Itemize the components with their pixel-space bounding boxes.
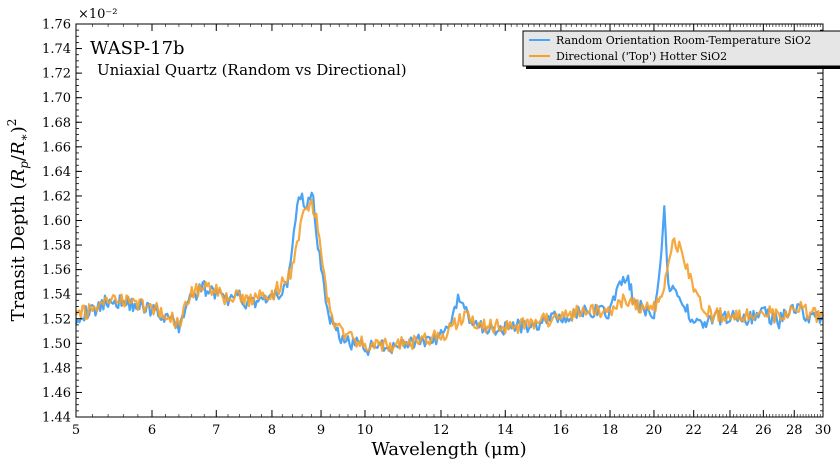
plot-frame <box>75 23 824 418</box>
y-label-slash: / <box>8 154 29 161</box>
y-label-prefix: Transit Depth ( <box>8 182 29 321</box>
x-tick-label: 10 <box>357 423 374 438</box>
annotations: WASP-17b Uniaxial Quartz (Random vs Dire… <box>5 7 527 460</box>
y-tick-label: 1.68 <box>42 116 71 131</box>
series-line-0 <box>75 191 824 356</box>
y-tick-label: 1.76 <box>42 18 71 33</box>
y-tick-label: 1.48 <box>42 361 71 376</box>
y-tick-label: 1.62 <box>42 189 71 204</box>
x-tick-label: 9 <box>317 423 325 438</box>
legend-entry-random: Random Orientation Room-Temperature SiO2 <box>556 34 811 47</box>
x-tick-label: 7 <box>212 423 220 438</box>
y-tick-label: 1.70 <box>42 91 71 106</box>
y-label-rp-sub: p <box>17 161 31 169</box>
legend-entry-directional: Directional ('Top') Hotter SiO2 <box>556 50 727 63</box>
y-label-close: ) <box>8 126 29 133</box>
x-tick-label: 12 <box>433 423 450 438</box>
x-tick-label: 28 <box>786 423 803 438</box>
y-label-rs-sub: ∗ <box>17 133 31 141</box>
x-tick-label: 5 <box>72 423 80 438</box>
x-tick-label: 24 <box>722 423 739 438</box>
chart-subtitle: Uniaxial Quartz (Random vs Directional) <box>97 61 407 79</box>
chart-title: WASP-17b <box>90 38 185 59</box>
x-tick-label: 8 <box>268 423 276 438</box>
y-label-rs: R <box>8 141 29 156</box>
x-tick-label: 6 <box>148 423 156 438</box>
y-tick-label: 1.72 <box>42 67 71 82</box>
y-label-rp: R <box>8 169 29 184</box>
y-tick-label: 1.52 <box>42 312 71 327</box>
y-tick-label: 1.74 <box>42 42 71 57</box>
y-tick-label: 1.54 <box>42 288 71 303</box>
y-tick-label: 1.60 <box>42 214 71 229</box>
x-tick-label: 26 <box>755 423 772 438</box>
y-tick-label: 1.44 <box>42 411 71 426</box>
y-label-sup: 2 <box>5 119 19 127</box>
y-tick-label: 1.56 <box>42 263 71 278</box>
x-axis-label: Wavelength (μm) <box>371 439 526 460</box>
legend-box <box>522 30 840 67</box>
series-lines <box>75 191 825 356</box>
x-tick-label: 14 <box>497 423 514 438</box>
y-tick-label: 1.58 <box>42 239 71 254</box>
x-tick-label: 16 <box>553 423 570 438</box>
legend: Random Orientation Room-Temperature SiO2… <box>522 30 840 69</box>
x-tick-label: 18 <box>602 423 619 438</box>
axes: 1.44 1.46 1.48 1.50 1.52 1.54 1.56 1.58 1.60 1.62… <box>42 18 831 439</box>
y-tick-label: 1.64 <box>42 165 71 180</box>
y-tick-label: 1.50 <box>42 337 71 352</box>
x-tick-label: 20 <box>646 423 663 438</box>
series-line-1 <box>75 198 825 354</box>
x-tick-label: 22 <box>685 423 702 438</box>
y-tick-label: 1.46 <box>42 386 71 401</box>
x-tick-label: 30 <box>815 423 832 438</box>
y-axis-exponent: ×10⁻² <box>78 7 118 22</box>
y-axis-label: Transit Depth (Rp/R∗)2 <box>5 119 31 322</box>
y-tick-label: 1.66 <box>42 140 71 155</box>
